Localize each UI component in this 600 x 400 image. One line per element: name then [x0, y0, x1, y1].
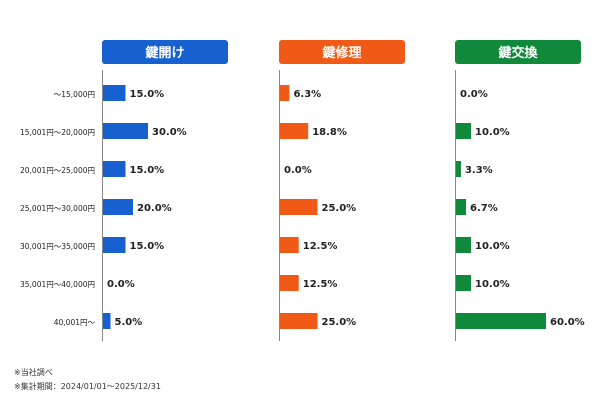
panel-header-label: 鍵修理	[322, 45, 361, 61]
bar	[280, 313, 318, 329]
data-label: 3.3%	[465, 165, 493, 176]
bar	[280, 123, 309, 139]
bar	[103, 237, 126, 253]
bar	[103, 123, 148, 139]
data-label: 5.0%	[115, 317, 143, 328]
data-label: 12.5%	[303, 241, 338, 252]
data-label: 0.0%	[107, 279, 135, 290]
data-label: 0.0%	[460, 89, 488, 100]
bar	[456, 199, 467, 215]
bar	[456, 123, 471, 139]
bar	[103, 313, 111, 329]
bar	[456, 237, 471, 253]
bar	[456, 161, 461, 177]
data-label: 6.3%	[293, 89, 321, 100]
category-label: ～15,000円	[54, 90, 95, 99]
category-label: 40,001円～	[54, 318, 96, 327]
category-label: 30,001円～35,000円	[20, 242, 95, 251]
bar	[103, 85, 126, 101]
bar	[280, 237, 299, 253]
bar	[456, 313, 546, 329]
panel-header	[102, 40, 228, 64]
data-label: 10.0%	[475, 279, 510, 290]
data-label: 18.8%	[312, 127, 347, 138]
bar	[103, 199, 133, 215]
footnotes: ※当社調べ ※集計期間：2024/01/01～2025/12/31	[14, 366, 161, 394]
data-label: 0.0%	[284, 165, 312, 176]
data-label: 30.0%	[152, 127, 187, 138]
data-label: 6.7%	[470, 203, 498, 214]
bar	[280, 199, 318, 215]
data-label: 25.0%	[322, 317, 357, 328]
category-label: 25,001円～30,000円	[20, 204, 95, 213]
panel-header	[279, 40, 405, 64]
category-label: 20,001円～25,000円	[20, 166, 95, 175]
note-source: ※当社調べ	[14, 368, 53, 377]
panel-header	[455, 40, 581, 64]
category-label: 15,001円～20,000円	[20, 128, 95, 137]
data-label: 15.0%	[130, 165, 165, 176]
data-label: 15.0%	[130, 89, 165, 100]
data-label: 60.0%	[550, 317, 585, 328]
bar	[280, 275, 299, 291]
data-label: 15.0%	[130, 241, 165, 252]
category-label: 35,001円～40,000円	[20, 280, 95, 289]
bar	[456, 275, 471, 291]
note-period: ※集計期間：2024/01/01～2025/12/31	[14, 382, 161, 391]
data-label: 12.5%	[303, 279, 338, 290]
panel-header-label: 鍵交換	[498, 45, 538, 61]
data-label: 10.0%	[475, 127, 510, 138]
bar	[280, 85, 290, 101]
data-label: 20.0%	[137, 203, 172, 214]
bar	[103, 161, 126, 177]
panel-header-label: 鍵開け	[145, 45, 184, 61]
data-label: 10.0%	[475, 241, 510, 252]
data-label: 25.0%	[322, 203, 357, 214]
